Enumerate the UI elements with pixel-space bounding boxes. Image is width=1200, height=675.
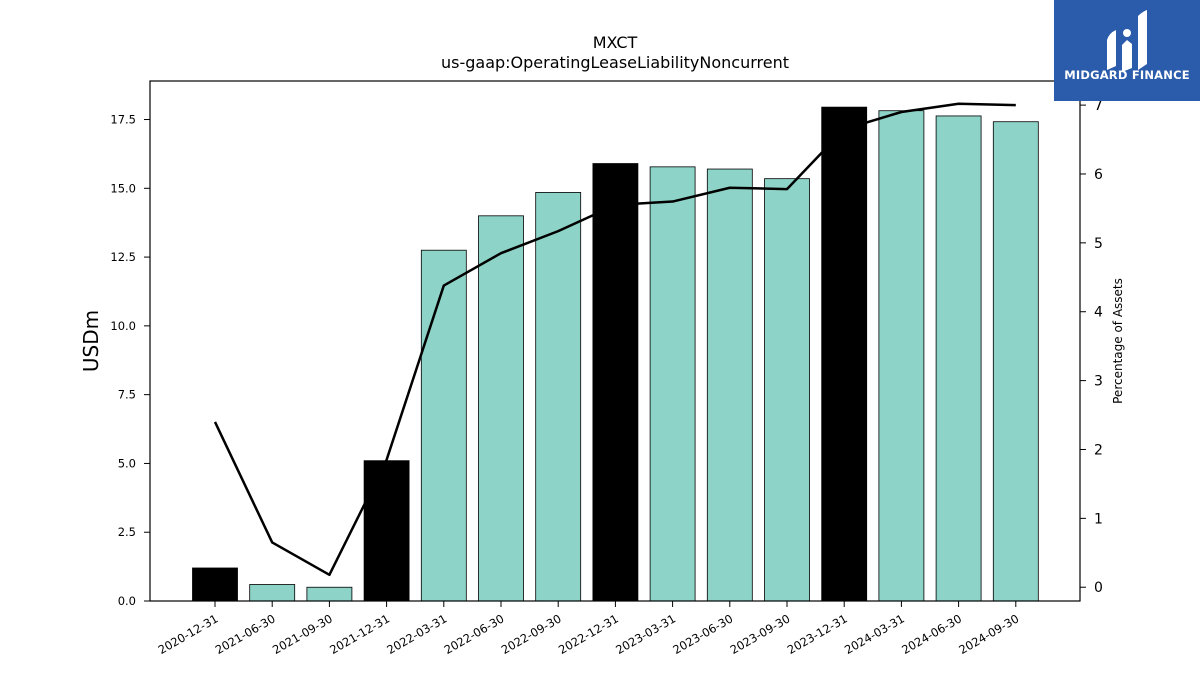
bar-2022-12-31 — [592, 163, 639, 602]
y2-axis-label: Percentage of Assets — [1111, 278, 1125, 404]
bar-2024-06-30 — [935, 115, 982, 602]
bar-2021-06-30 — [249, 584, 296, 602]
x-tick-label: 2023-03-31 — [613, 611, 678, 657]
bar-2021-09-30 — [306, 586, 353, 602]
x-tick-label: 2023-09-30 — [728, 611, 793, 657]
bar-2023-06-30 — [706, 168, 753, 602]
y2-tick-label: 7 — [1094, 98, 1103, 114]
x-tick-label: 2021-09-30 — [270, 611, 335, 657]
bar-2020-12-31 — [192, 567, 238, 602]
x-tick-label: 2024-03-31 — [842, 611, 907, 657]
midgard-finance-logo: MIDGARD FINANCE — [1054, 0, 1200, 101]
y-tick-label: 17.5 — [110, 113, 136, 127]
chart-title: MXCT — [593, 33, 638, 52]
y-tick-label: 15.0 — [110, 181, 136, 195]
x-tick-label: 2022-09-30 — [499, 611, 564, 657]
midgard-logo-icon — [1107, 10, 1147, 72]
bar-2021-12-31 — [363, 460, 410, 602]
percentage-of-assets-line — [213, 102, 1016, 577]
y2-tick-label: 1 — [1094, 511, 1103, 527]
x-tick-label: 2024-09-30 — [956, 611, 1021, 657]
bar-2022-03-31 — [420, 249, 467, 602]
bar-2023-12-31 — [821, 106, 868, 602]
y2-tick-label: 3 — [1094, 374, 1103, 390]
logo-text: MIDGARD FINANCE — [1064, 68, 1190, 82]
x-tick-label: 2021-12-31 — [327, 611, 392, 657]
y2-tick-label: 2 — [1094, 442, 1103, 458]
bar-2022-06-30 — [478, 215, 524, 602]
bar-2023-09-30 — [764, 178, 810, 602]
y-tick-label: 2.5 — [118, 525, 136, 539]
x-tick-label: 2023-12-31 — [785, 611, 850, 657]
x-tick-label: 2024-06-30 — [899, 611, 964, 657]
y2-tick-label: 4 — [1094, 305, 1103, 321]
y-tick-label: 7.5 — [118, 388, 136, 402]
x-tick-label: 2022-03-31 — [384, 611, 449, 657]
x-tick-label: 2022-06-30 — [442, 611, 507, 657]
y-axis-label: USDm — [79, 310, 103, 372]
y-tick-label: 10.0 — [110, 319, 136, 333]
x-tick-label: 2023-06-30 — [670, 611, 735, 657]
x-tick-label: 2021-06-30 — [213, 611, 278, 657]
y2-tick-label: 5 — [1094, 236, 1103, 252]
bar-2024-03-31 — [878, 110, 925, 602]
bar-2023-03-31 — [649, 166, 696, 602]
y2-tick-label: 6 — [1094, 167, 1103, 183]
bar-2024-09-30 — [992, 121, 1039, 602]
x-tick-label: 2022-12-31 — [556, 611, 621, 657]
y-tick-label: 12.5 — [110, 250, 136, 264]
y2-tick-label: 0 — [1094, 580, 1103, 596]
bar-2022-09-30 — [535, 192, 582, 602]
y-tick-label: 0.0 — [118, 594, 136, 608]
y-tick-label: 5.0 — [118, 456, 136, 470]
chart-subtitle: us-gaap:OperatingLeaseLiabilityNoncurren… — [441, 53, 789, 72]
x-tick-label: 2020-12-31 — [156, 611, 221, 657]
